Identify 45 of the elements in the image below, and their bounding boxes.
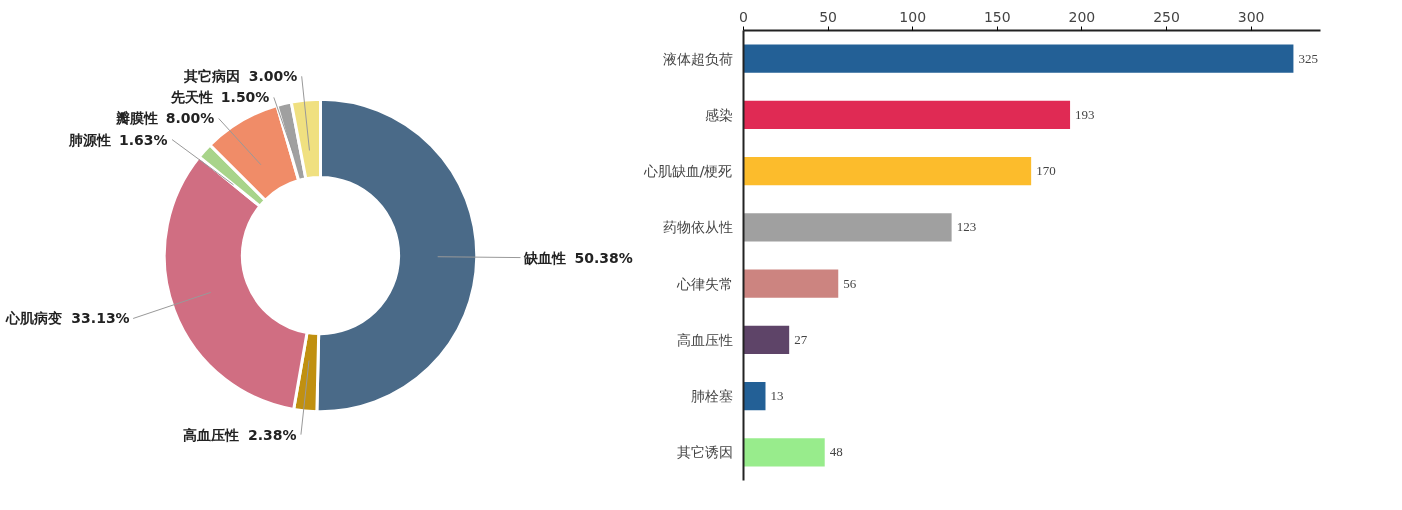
- x-tick-label: 0: [739, 8, 748, 25]
- bar: [743, 269, 839, 298]
- slice-label: 先天性: [169, 89, 213, 106]
- y-tick-label: 心肌缺血/梗死: [642, 163, 733, 180]
- slice-label: 瓣膜性: [114, 110, 158, 127]
- y-tick-label: 其它诱因: [676, 444, 733, 461]
- x-tick-label: 200: [1068, 8, 1096, 25]
- bar: [743, 438, 825, 467]
- data-label: 3.00%: [248, 68, 298, 85]
- slice-label: 心肌病变: [5, 310, 63, 327]
- bar: [743, 325, 790, 354]
- data-label: 48: [829, 444, 843, 460]
- y-tick-label: 肺栓塞: [690, 388, 733, 405]
- data-label: 8.00%: [165, 110, 215, 127]
- data-label: 33.13%: [71, 310, 130, 327]
- slice-label: 其它病因: [182, 68, 240, 85]
- data-label: 27: [794, 331, 808, 347]
- y-tick-label: 高血压性: [676, 331, 733, 348]
- data-label: 123: [956, 219, 977, 235]
- bar: [743, 213, 952, 242]
- data-label: 170: [1036, 163, 1056, 179]
- data-label: 56: [843, 275, 857, 291]
- y-tick-label: 心律失常: [675, 275, 733, 292]
- bar: [743, 100, 1071, 129]
- data-label: 13: [770, 388, 784, 404]
- data-label: 193: [1075, 106, 1095, 122]
- y-tick-label: 液体超负荷: [662, 50, 733, 67]
- bar: [743, 382, 766, 411]
- slice-label: 缺血性: [523, 249, 567, 266]
- data-label: 325: [1298, 50, 1318, 66]
- data-label: 2.38%: [247, 426, 297, 443]
- x-tick-label: 300: [1237, 8, 1265, 25]
- x-tick-label: 50: [819, 8, 838, 25]
- data-label: 50.38%: [574, 249, 633, 266]
- data-label: 1.50%: [220, 89, 270, 106]
- x-tick-label: 150: [983, 8, 1011, 25]
- x-tick-label: 250: [1153, 8, 1180, 25]
- slice-label: 肺源性: [68, 131, 112, 148]
- y-tick-label: 感染: [704, 106, 733, 123]
- bar: [743, 44, 1294, 73]
- bar: [743, 157, 1032, 186]
- data-label: 1.63%: [119, 131, 168, 148]
- y-tick-label: 药物依从性: [662, 219, 733, 236]
- x-tick-label: 100: [899, 8, 927, 25]
- slice-label: 高血压性: [182, 426, 239, 443]
